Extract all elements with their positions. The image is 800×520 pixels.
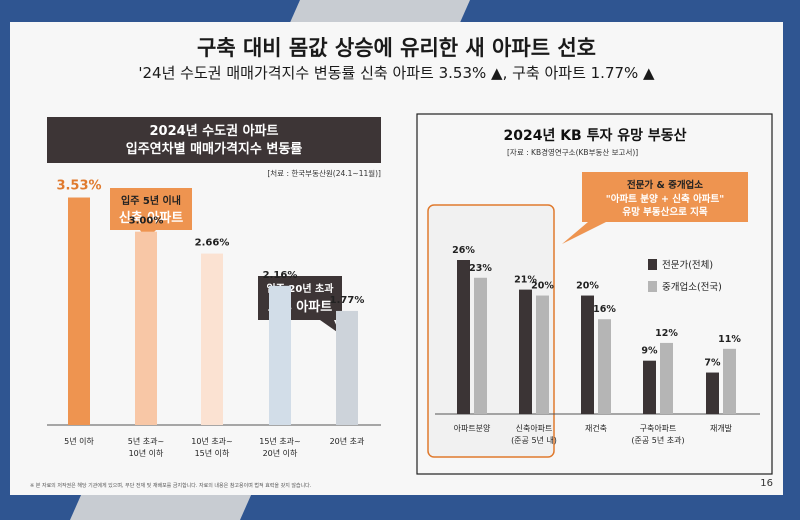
right-bar-1-0 xyxy=(519,289,532,414)
right-source: [자료 : KB경영연구소(KB부동산 보고서)] xyxy=(507,147,638,157)
left-title-line1: 2024년 수도권 아파트 xyxy=(150,123,279,139)
legend-label-0: 전문가(전체) xyxy=(662,260,713,271)
right-bar-2-1 xyxy=(598,319,611,414)
left-source: [처료 : 한국부동산원(24.1~11월)] xyxy=(267,168,381,178)
left-category-label-1-1: 10년 이하 xyxy=(129,448,164,458)
right-bar-label-4-0: 7% xyxy=(704,358,721,369)
left-title-box xyxy=(47,117,381,163)
callout-new-line2: 신축 아파트 xyxy=(119,210,183,226)
right-category-label-0-0: 아파트분양 xyxy=(454,423,491,433)
legend-swatch-1 xyxy=(648,281,657,292)
right-bar-0-0 xyxy=(457,260,470,414)
footnote: ※ 본 자료의 저작권은 해당 기관에게 있으며, 무단 전재 및 재배포를 금… xyxy=(30,483,312,489)
left-bar-label-2: 2.66% xyxy=(195,238,230,249)
right-bar-3-1 xyxy=(660,342,673,414)
callout-expert-line3: 유망 부동산으로 지목 xyxy=(622,206,708,218)
left-bar-3 xyxy=(269,285,291,425)
left-bar-4 xyxy=(336,310,358,425)
right-category-label-3-1: (준공 5년 초과) xyxy=(631,435,684,445)
page-subtitle: '24년 수도권 매매가격지수 변동률 신축 아파트 3.53% ▲, 구축 아… xyxy=(138,64,655,82)
left-category-label-3-1: 20년 이하 xyxy=(263,448,298,458)
left-category-label-4-0: 20년 초과 xyxy=(330,436,365,446)
right-bar-label-2-0: 20% xyxy=(576,281,599,292)
right-bar-label-4-1: 11% xyxy=(718,334,741,345)
highlight-box xyxy=(427,204,555,458)
left-bar-label-0: 3.53% xyxy=(56,179,101,194)
right-category-label-1-1: (준공 5년 내) xyxy=(511,435,557,445)
right-bar-label-0-0: 26% xyxy=(452,245,475,256)
right-bar-label-1-1: 20% xyxy=(531,281,554,292)
right-bar-label-3-1: 12% xyxy=(655,328,678,339)
right-bar-0-1 xyxy=(474,277,487,414)
callout-expert-line1: 전문가 & 중개업소 xyxy=(627,179,703,191)
right-bar-4-0 xyxy=(706,372,719,414)
left-bar-0 xyxy=(68,197,90,425)
left-category-label-2-0: 10년 초과~ xyxy=(191,436,233,446)
left-bar-label-3: 2.16% xyxy=(263,270,298,281)
right-title: 2024년 KB 투자 유망 부동산 xyxy=(503,127,686,144)
left-category-label-1-0: 5년 초과~ xyxy=(128,436,164,446)
right-bar-3-0 xyxy=(643,360,656,414)
legend-label-1: 중개업소(전국) xyxy=(662,281,722,293)
callout-new-line1: 입주 5년 이내 xyxy=(121,194,181,207)
left-title-line2: 입주연차별 매매가격지수 변동률 xyxy=(126,141,303,157)
right-legend: 전문가(전체) 중개업소(전국) xyxy=(648,259,722,293)
page-title: 구축 대비 몸값 상승에 유리한 새 아파트 선호 xyxy=(197,36,596,60)
callout-expert: 전문가 & 중개업소 "아파트 분양 + 신축 아파트" 유망 부동산으로 지목 xyxy=(562,172,748,244)
right-category-label-2-0: 재건축 xyxy=(585,423,607,433)
left-category-label-3-0: 15년 초과~ xyxy=(259,436,301,446)
page-number: 16 xyxy=(760,478,773,489)
callout-expert-line2: "아파트 분양 + 신축 아파트" xyxy=(606,193,725,205)
slide-panel: 구축 대비 몸값 상승에 유리한 새 아파트 선호 '24년 수도권 매매가격지… xyxy=(10,22,783,495)
right-bar-label-2-1: 16% xyxy=(593,304,616,315)
left-bar-2 xyxy=(201,253,223,425)
right-bar-1-1 xyxy=(536,295,549,414)
right-chart: 2024년 KB 투자 유망 부동산 [자료 : KB경영연구소(KB부동산 보… xyxy=(416,113,773,475)
right-bar-label-0-1: 23% xyxy=(469,263,492,274)
right-bar-label-3-0: 9% xyxy=(641,346,658,357)
left-category-label-2-1: 15년 이하 xyxy=(195,448,230,458)
left-bar-1 xyxy=(135,231,157,425)
right-category-label-4-0: 재개발 xyxy=(710,423,733,433)
right-bar-4-1 xyxy=(723,348,736,414)
left-chart: 2024년 수도권 아파트 입주연차별 매매가격지수 변동률 [처료 : 한국부… xyxy=(47,117,381,458)
left-bar-label-1: 3.00% xyxy=(129,216,164,227)
right-category-label-1-0: 신축아파트 xyxy=(516,423,553,433)
left-bar-label-4: 1.77% xyxy=(330,295,365,306)
right-category-label-3-0: 구축아파트 xyxy=(640,423,677,433)
right-bar-2-0 xyxy=(581,295,594,414)
left-category-label-0-0: 5년 이하 xyxy=(64,436,94,446)
left-bars: 3.53% 5년 이하 3.00% 5년 초과~ 10년 이하 2.66% 10년 초과~ 1… xyxy=(56,179,365,458)
legend-swatch-0 xyxy=(648,259,657,270)
right-bar-label-1-0: 21% xyxy=(514,275,537,286)
